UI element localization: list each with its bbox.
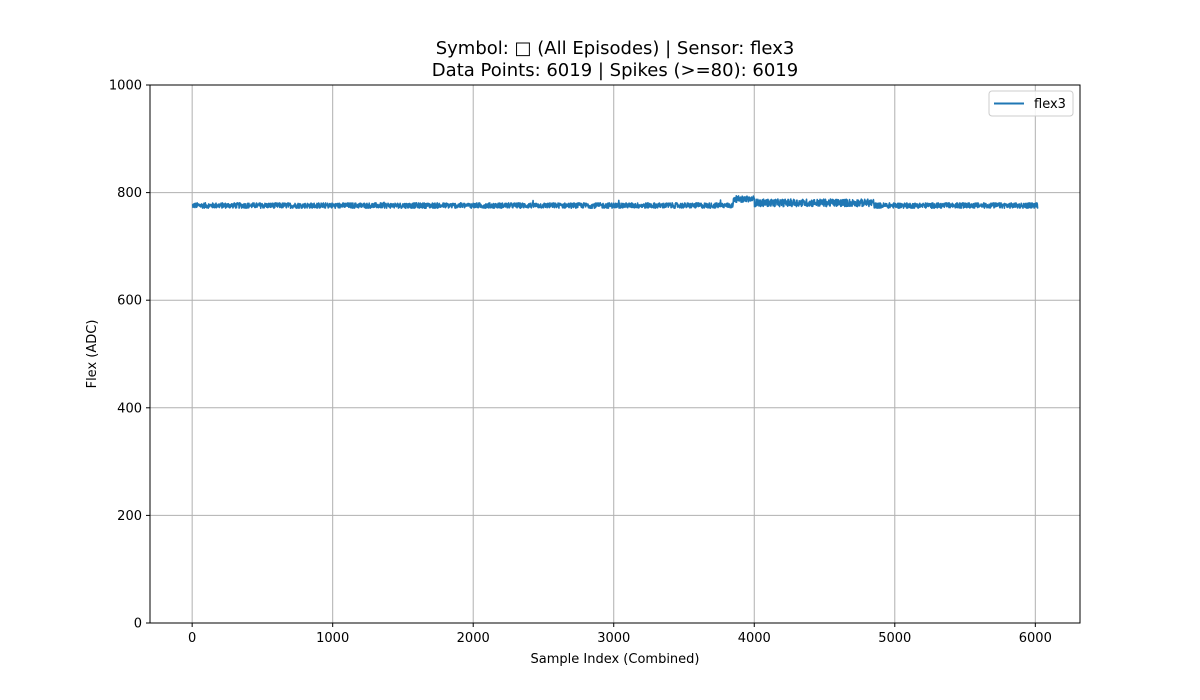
x-tick-label-0: 0	[188, 631, 196, 646]
x-axis-label: Sample Index (Combined)	[531, 652, 700, 667]
plot-frame	[149, 84, 1081, 624]
y-tick-label-4: 800	[117, 186, 142, 201]
x-tick-label-3: 3000	[597, 631, 630, 646]
x-tick-label-6: 6000	[1019, 631, 1052, 646]
legend-entry-flex3: flex3	[1034, 97, 1066, 112]
legend-box	[988, 90, 1074, 117]
x-tick-label-4: 4000	[738, 631, 771, 646]
x-tick-label-2: 2000	[457, 631, 490, 646]
chart-title-line-2: Data Points: 6019 | Spikes (>=80): 6019	[432, 60, 798, 81]
series-layer	[191, 195, 1039, 209]
y-tick-label-2: 400	[117, 401, 142, 416]
y-tick-label-1: 200	[117, 509, 142, 524]
legend: flex3	[988, 90, 1074, 117]
x-tick-label-1: 1000	[316, 631, 349, 646]
chart-title-line-1: Symbol: □ (All Episodes) | Sensor: flex3	[436, 38, 795, 59]
series-line-flex3	[191, 195, 1039, 209]
x-tick-label-5: 5000	[878, 631, 911, 646]
y-tick-label-0: 0	[134, 617, 142, 632]
y-tick-label-5: 1000	[109, 79, 142, 94]
y-axis-label: Flex (ADC)	[85, 320, 100, 389]
axes: 0 1000 2000 3000 4000 5000 6000 0 200 400 600 800 10…	[109, 79, 1081, 646]
y-tick-label-3: 600	[117, 294, 142, 309]
